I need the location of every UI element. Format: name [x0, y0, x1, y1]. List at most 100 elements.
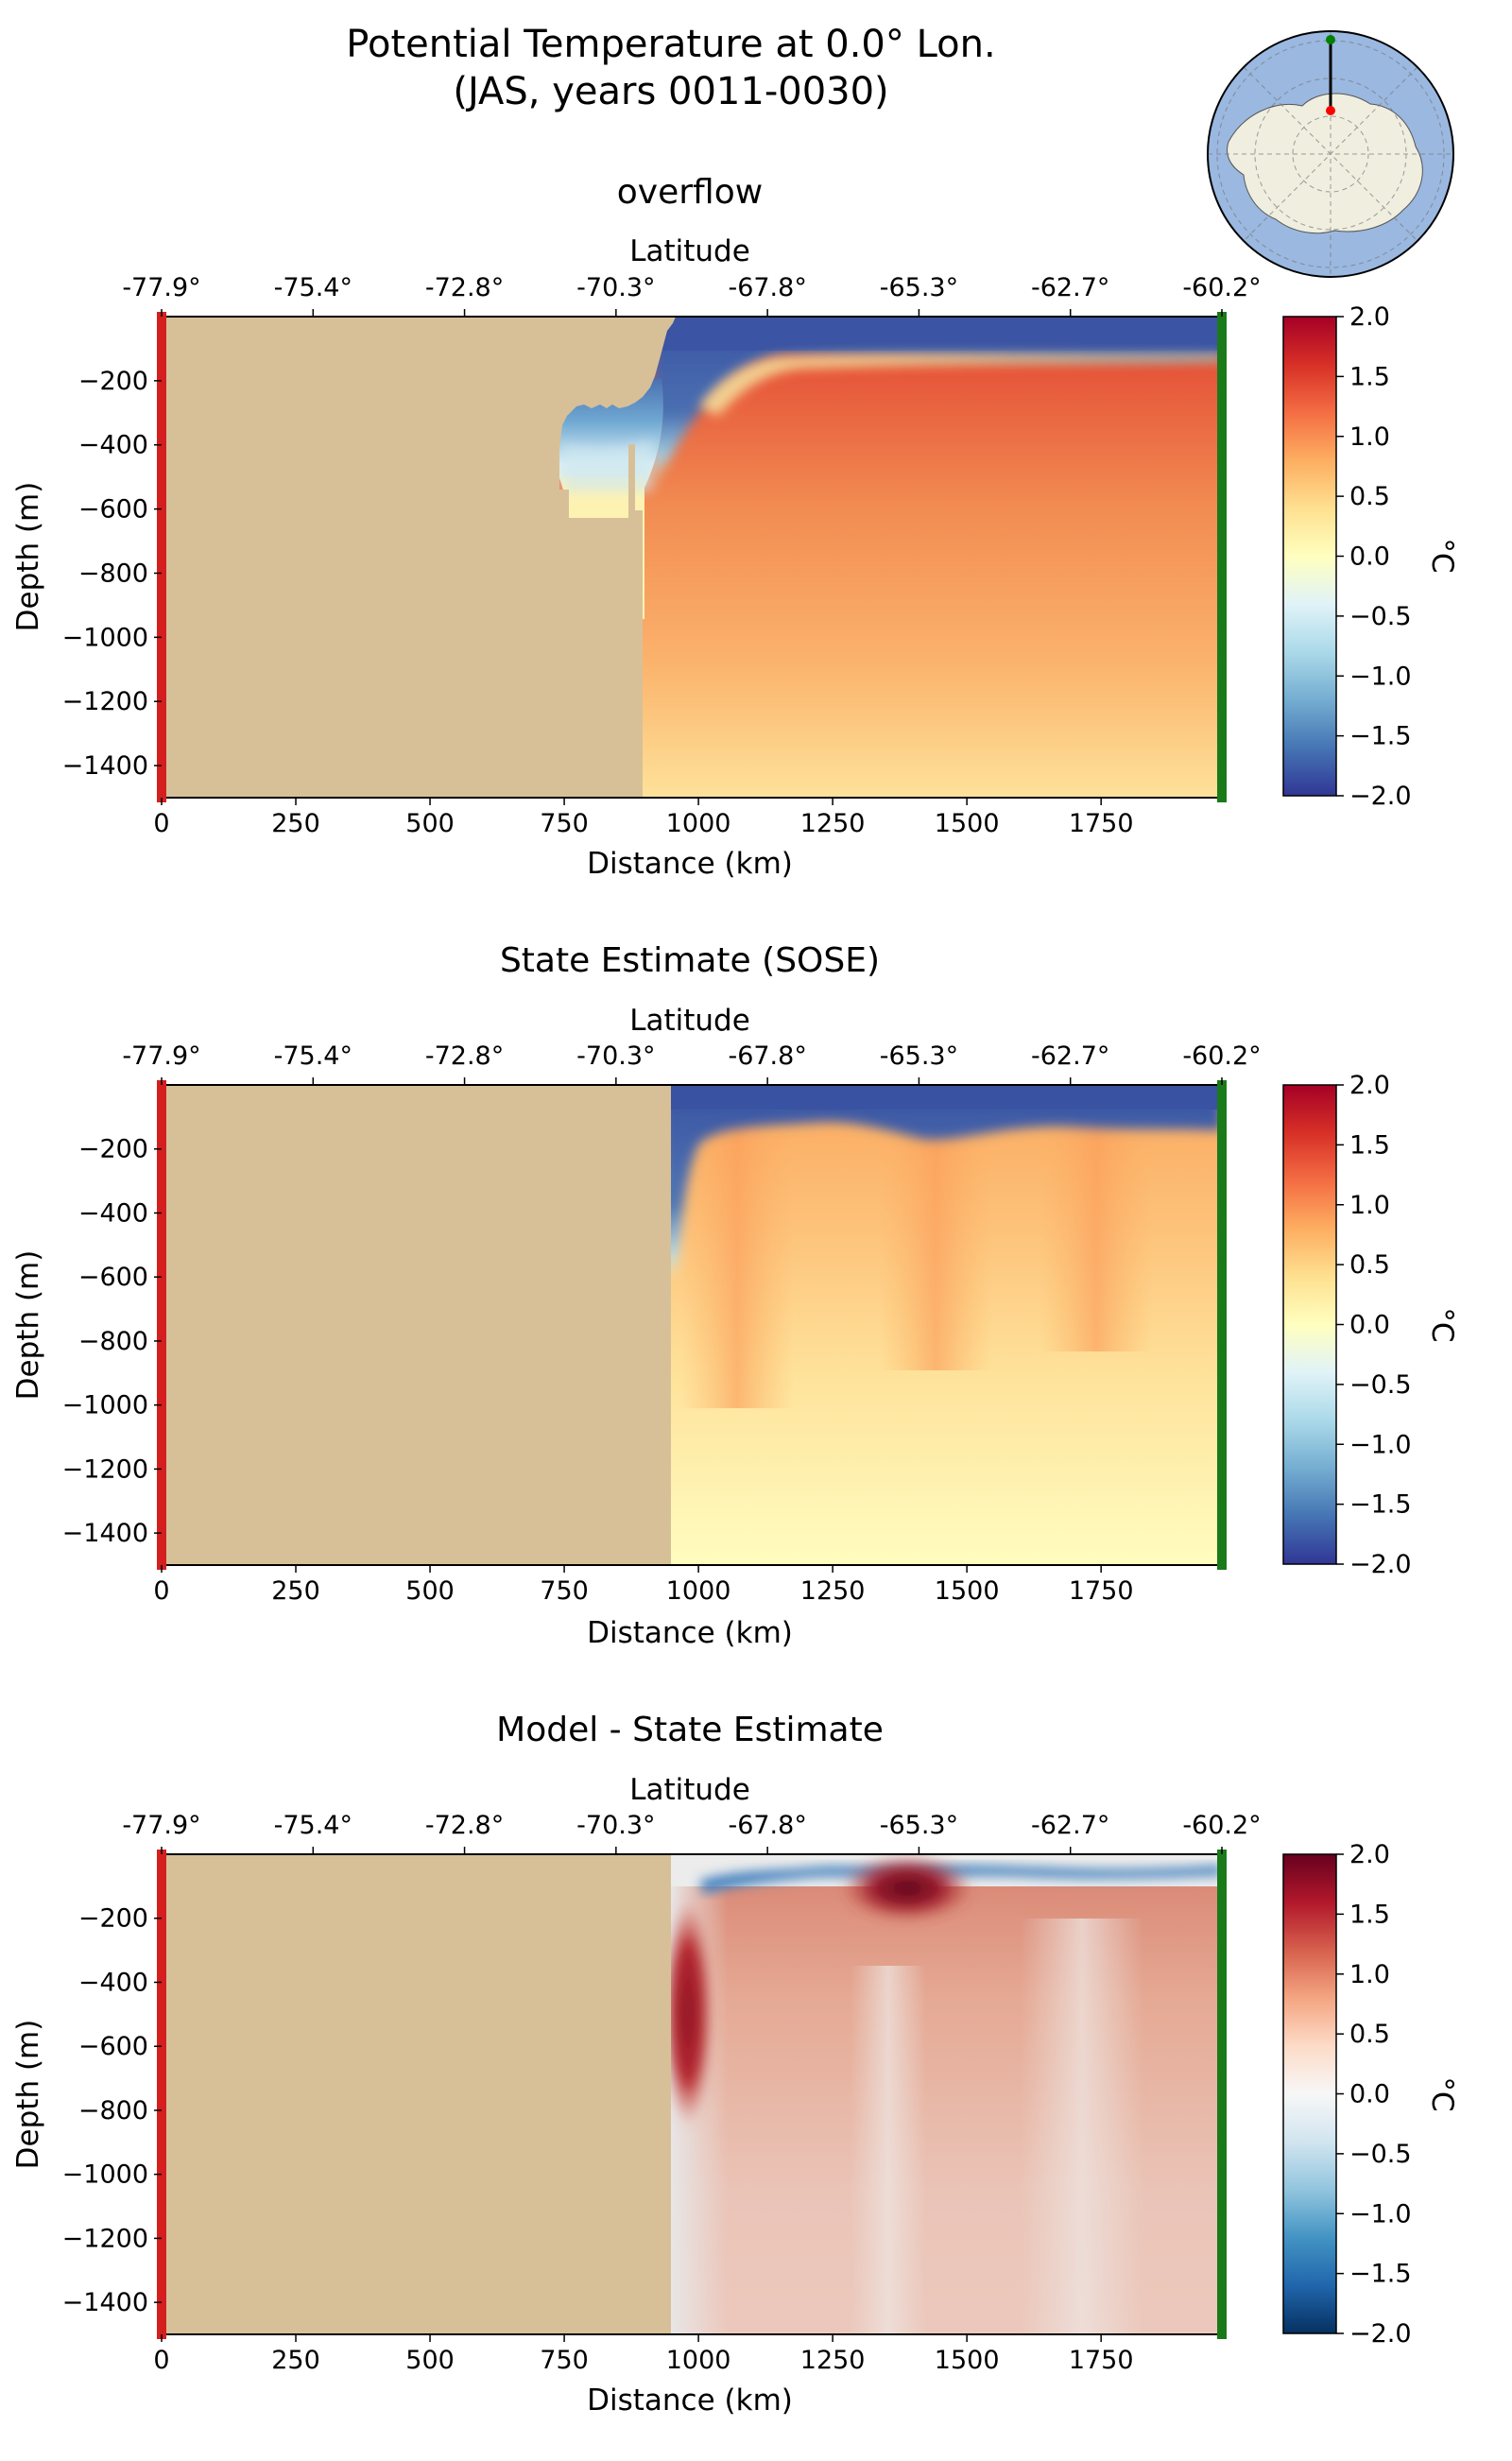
transect-start-marker: [157, 312, 166, 802]
colorbar: [1282, 316, 1337, 797]
colorbar-tick-label: 0.0: [1349, 1311, 1390, 1340]
y-tick-label: −200: [78, 1904, 148, 1934]
colorbar-tick-label: 0.5: [1349, 482, 1390, 511]
latitude-tick-label: -60.2°: [1182, 1811, 1261, 1840]
colorbar-tick-label: 1.5: [1349, 362, 1390, 391]
latitude-tick-label: -70.3°: [576, 1811, 655, 1840]
y-tick-label: −400: [78, 1968, 148, 1997]
transect-start-marker: [157, 1080, 166, 1570]
x-axis-label: Distance (km): [587, 847, 793, 881]
y-tick-label: −1200: [62, 1454, 148, 1484]
latitude-tick-label: -72.8°: [425, 1811, 504, 1840]
y-tick-label: −1200: [62, 687, 148, 716]
x-tick-label: 0: [153, 2346, 169, 2375]
y-tick-label: −1400: [62, 751, 148, 781]
colorbar-tick-label: −1.5: [1349, 1490, 1412, 1520]
latitude-axis-label: Latitude: [629, 1773, 750, 1807]
x-tick-label: 750: [540, 2346, 589, 2375]
colorbar-tick-label: −0.5: [1349, 2140, 1412, 2169]
land-mask: [162, 1854, 671, 2334]
x-tick-label: 1500: [935, 809, 1000, 838]
x-tick-label: 1250: [800, 2346, 866, 2375]
latitude-axis-label: Latitude: [629, 234, 750, 268]
panel-state-estimate: State Estimate (SOSE) Latitude 0 250 500 75…: [11, 941, 1459, 1650]
x-tick-label: 1250: [800, 809, 866, 838]
x-axis-label: Distance (km): [587, 2384, 793, 2418]
land-mask: [162, 1085, 671, 1565]
colorbar-tick-label: 2.0: [1349, 302, 1390, 332]
heatmap-field: [162, 1085, 1222, 1565]
latitude-tick-label: -62.7°: [1031, 1041, 1109, 1071]
x-tick-label: 0: [153, 1576, 169, 1606]
y-tick-label: −1000: [62, 1391, 148, 1420]
x-axis-label: Distance (km): [587, 1616, 793, 1650]
x-tick-label: 1000: [666, 1576, 731, 1606]
transect-end-marker: [1217, 312, 1227, 802]
x-tick-label: 750: [540, 809, 589, 838]
latitude-tick-label: -75.4°: [274, 273, 352, 302]
panel-title: Model - State Estimate: [496, 1711, 884, 1749]
colorbar-tick-label: −2.0: [1349, 782, 1412, 811]
latitude-tick-label: -77.9°: [122, 273, 200, 302]
y-tick-label: −1200: [62, 2224, 148, 2253]
colorbar-tick-label: −1.5: [1349, 722, 1412, 751]
panel-overflow: overflow Latitude 0 250 500 750 1000 1250 1500…: [11, 173, 1459, 881]
y-axis-label: Depth (m): [11, 1250, 45, 1401]
x-tick-label: 1750: [1069, 1576, 1134, 1606]
x-tick-label: 750: [540, 1576, 589, 1606]
latitude-tick-label: -65.3°: [880, 273, 958, 302]
y-tick-label: −1400: [62, 1519, 148, 1548]
latitude-tick-label: -65.3°: [880, 1041, 958, 1071]
y-tick-label: −200: [78, 1135, 148, 1164]
x-tick-label: 1750: [1069, 809, 1134, 838]
x-tick-label: 1500: [935, 1576, 1000, 1606]
inset-map: [1207, 30, 1454, 278]
latitude-tick-label: -67.8°: [728, 273, 806, 302]
colorbar-label: °C: [1425, 538, 1459, 573]
colorbar-tick-label: −2.0: [1349, 2319, 1412, 2349]
colorbar-label: °C: [1425, 1307, 1459, 1342]
panel-title: State Estimate (SOSE): [500, 941, 880, 980]
transect-end-marker: [1217, 1850, 1227, 2339]
colorbar: [1282, 1853, 1337, 2334]
colorbar-tick-label: 1.0: [1349, 1960, 1390, 1989]
colorbar-tick-label: −1.0: [1349, 662, 1412, 691]
latitude-axis-label: Latitude: [629, 1004, 750, 1038]
y-tick-label: −200: [78, 367, 148, 396]
y-tick-label: −800: [78, 2096, 148, 2125]
inset-map-antarctica: [1227, 93, 1423, 234]
y-axis-label: Depth (m): [11, 482, 45, 632]
colorbar-tick-label: 1.0: [1349, 1191, 1390, 1220]
latitude-tick-label: -70.3°: [576, 1041, 655, 1071]
y-tick-label: −600: [78, 495, 148, 525]
heatmap-field: [162, 317, 1222, 798]
y-tick-label: −400: [78, 431, 148, 460]
colorbar-tick-label: −1.0: [1349, 1430, 1412, 1459]
x-tick-label: 250: [271, 1576, 320, 1606]
x-tick-label: 500: [405, 809, 455, 838]
land-mask: [162, 317, 676, 798]
latitude-tick-label: -77.9°: [122, 1041, 200, 1071]
latitude-tick-label: -72.8°: [425, 273, 504, 302]
x-tick-label: 500: [405, 2346, 455, 2375]
latitude-tick-label: -72.8°: [425, 1041, 504, 1071]
x-tick-label: 1000: [666, 2346, 731, 2375]
colorbar-tick-label: −1.0: [1349, 2199, 1412, 2229]
latitude-tick-label: -62.7°: [1031, 1811, 1109, 1840]
x-tick-label: 1750: [1069, 2346, 1134, 2375]
heatmap-field: [162, 1854, 1222, 2334]
figure-title-line1: Potential Temperature at 0.0° Lon.: [346, 23, 995, 66]
latitude-tick-label: -75.4°: [274, 1811, 352, 1840]
x-tick-label: 500: [405, 1576, 455, 1606]
latitude-tick-label: -67.8°: [728, 1811, 806, 1840]
y-axis-label: Depth (m): [11, 2020, 45, 2170]
x-tick-label: 1000: [666, 809, 731, 838]
colorbar-tick-label: 0.0: [1349, 2080, 1390, 2109]
x-tick-label: 250: [271, 2346, 320, 2375]
x-tick-label: 1500: [935, 2346, 1000, 2375]
y-tick-label: −1000: [62, 623, 148, 652]
panel-title: overflow: [617, 173, 763, 212]
y-tick-label: −1400: [62, 2288, 148, 2317]
colorbar-tick-label: 2.0: [1349, 1840, 1390, 1869]
